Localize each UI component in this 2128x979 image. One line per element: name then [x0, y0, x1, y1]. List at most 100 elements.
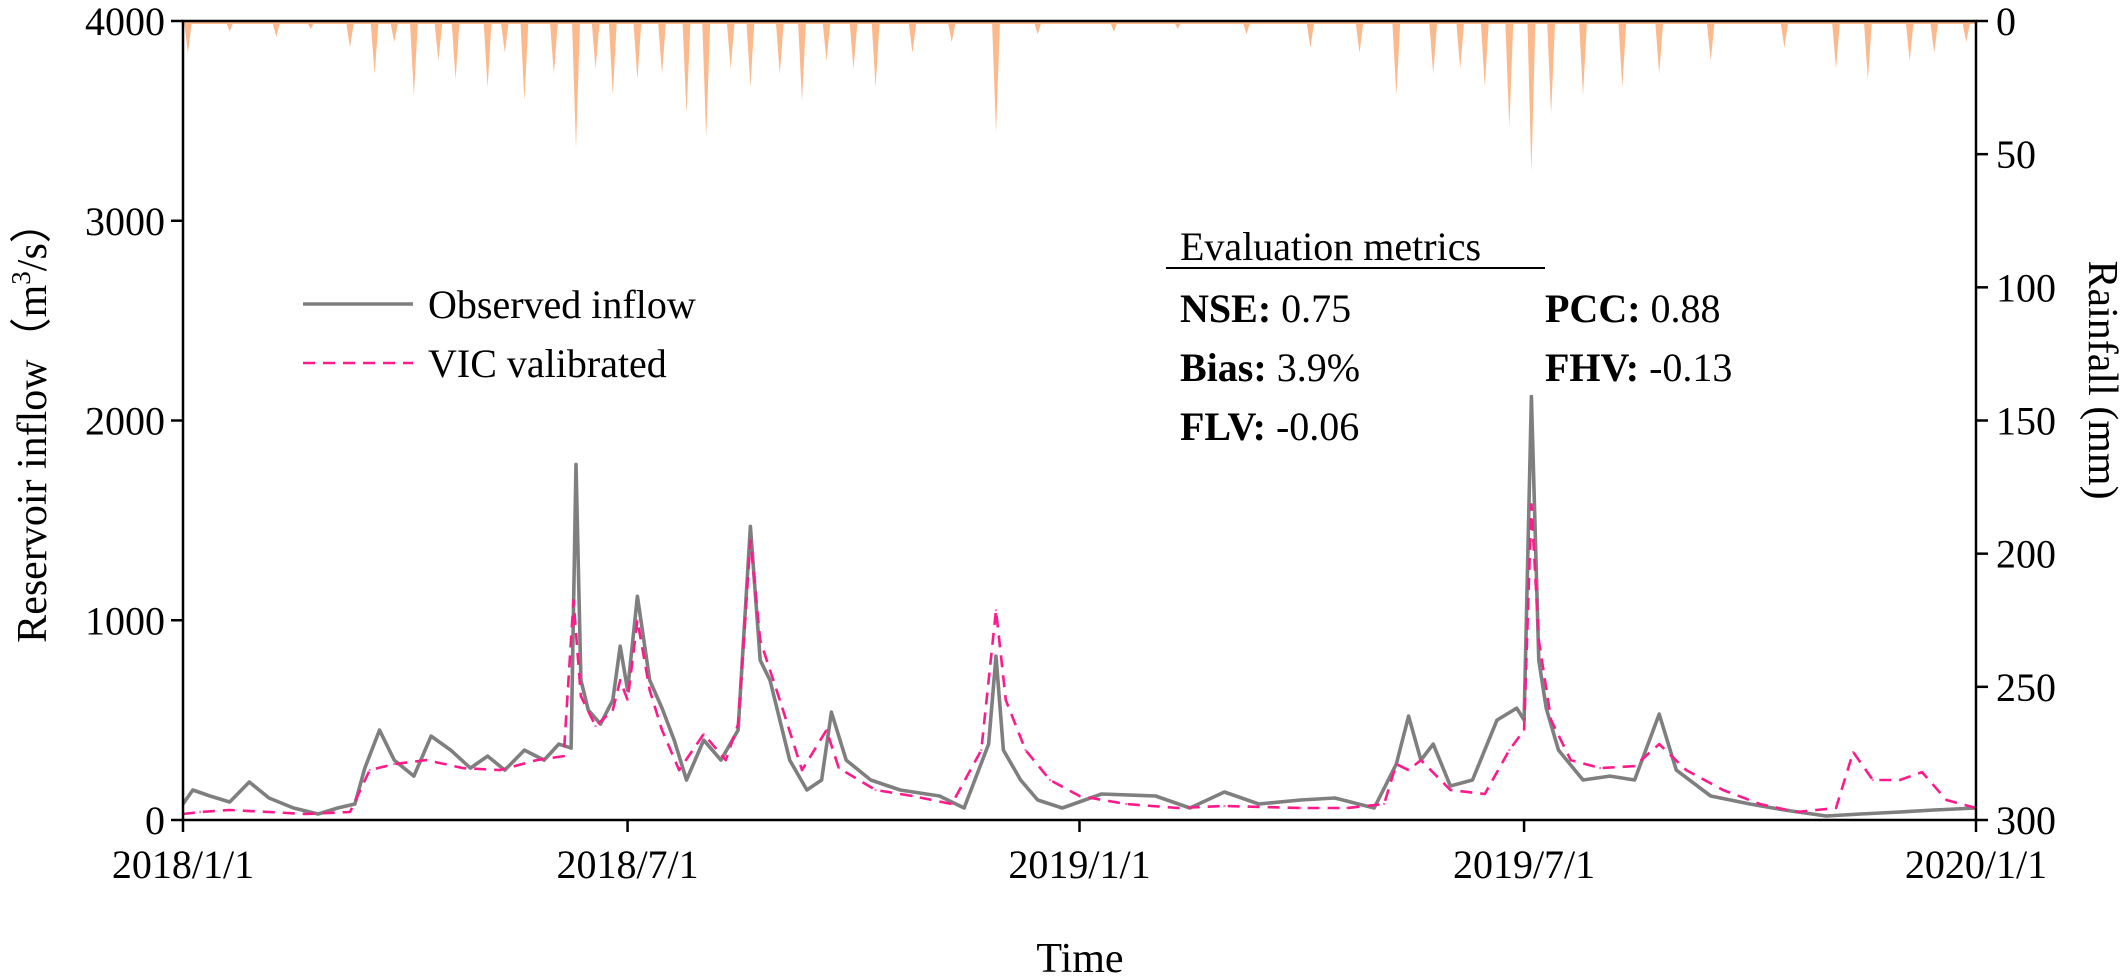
vic-validated-point — [702, 732, 705, 736]
right-axis: 0 50 100 150 200 250 300 — [1976, 0, 2056, 843]
vic-validated-point — [611, 708, 614, 712]
observed-inflow-point — [1299, 798, 1302, 802]
bottom-tick-label: 2019/7/1 — [1453, 842, 1595, 887]
vic-validated-point — [874, 788, 877, 792]
observed-inflow-point — [429, 734, 433, 738]
observed-inflow-point — [1471, 778, 1474, 782]
observed-inflow-point — [660, 706, 664, 710]
observed-inflow-point — [805, 788, 809, 792]
observed-inflow-point — [648, 679, 651, 682]
vic-validated-point — [1522, 728, 1526, 732]
observed-inflow-point — [1825, 814, 1828, 818]
observed-inflow-point — [1658, 712, 1661, 716]
right-tick-label: 100 — [1996, 265, 2056, 310]
data-points — [181, 395, 1978, 818]
vic-validated-point — [837, 766, 840, 770]
vic-validated-point — [1299, 806, 1302, 810]
observed-inflow-point — [987, 742, 990, 746]
observed-inflow-point — [685, 778, 688, 782]
vic-validated-point — [1419, 758, 1423, 762]
legend-vic-label: VIC valibrated — [428, 341, 667, 386]
vic-validated-point — [425, 758, 428, 762]
observed-inflow-point — [316, 812, 320, 816]
observed-inflow-point — [378, 728, 381, 732]
observed-inflow-point — [1783, 808, 1786, 812]
bottom-tick-label: 2020/1/1 — [1905, 842, 2047, 887]
metric-bias: Bias: 3.9% — [1180, 345, 1360, 390]
observed-inflow-point — [574, 463, 578, 466]
plot-frame — [181, 19, 1978, 822]
vic-validated-point — [1024, 748, 1027, 752]
vic-validated-point — [1346, 806, 1349, 810]
left-axis: 0 1000 2000 3000 4000 — [85, 0, 183, 843]
metric-fhv: FHV: -0.13 — [1545, 345, 1732, 390]
observed-inflow-point — [587, 708, 590, 712]
observed-inflow-series — [181, 394, 1977, 818]
observed-inflow-point — [1709, 794, 1712, 798]
vic-validated-point — [1945, 798, 1948, 802]
vic-validated-point — [1537, 639, 1541, 642]
vic-validated-point — [368, 768, 371, 772]
observed-inflow-point — [503, 768, 506, 772]
vic-validated-point — [267, 810, 271, 814]
vic-validated-point — [1852, 750, 1855, 754]
observed-inflow-point — [1188, 806, 1192, 810]
rainfall-series — [183, 21, 1971, 173]
bottom-tick-label: 2018/1/1 — [112, 842, 254, 887]
observed-inflow-point — [523, 748, 526, 752]
observed-inflow-point — [1100, 792, 1103, 796]
legend: Observed inflow VIC valibrated — [303, 282, 696, 386]
vic-validated-point — [724, 758, 727, 762]
observed-inflow-point — [962, 806, 966, 810]
vic-validated-point — [636, 619, 639, 622]
observed-inflow-point — [292, 806, 295, 810]
vic-validated-point — [626, 698, 629, 702]
observed-inflow-point — [845, 758, 848, 762]
vic-validated-point — [1920, 770, 1924, 774]
observed-inflow-point — [579, 679, 583, 682]
vic-validated-series — [182, 503, 1977, 816]
observed-inflow-point — [759, 659, 762, 662]
vic-validated-point — [348, 810, 352, 814]
left-tick-label: 1000 — [85, 598, 165, 643]
observed-inflow-point — [899, 788, 902, 792]
observed-inflow-point — [1933, 808, 1936, 812]
vic-validated-point — [594, 724, 597, 728]
right-tick-label: 200 — [1996, 532, 2056, 577]
vic-validated-point — [572, 599, 575, 602]
vic-validated-point — [677, 768, 681, 772]
vic-validated-point — [228, 808, 231, 812]
right-tick-label: 300 — [1996, 798, 2056, 843]
observed-inflow-point — [626, 689, 629, 692]
observed-inflow-point — [994, 655, 998, 658]
left-tick-label: 3000 — [85, 199, 165, 244]
vic-validated-point — [498, 768, 501, 772]
observed-inflow-point — [611, 698, 614, 702]
observed-inflow-point — [768, 679, 772, 682]
left-tick-label: 2000 — [85, 399, 165, 444]
vic-validated-point — [1721, 788, 1725, 792]
observed-inflow-point — [830, 710, 833, 714]
vic-validated-point — [1223, 804, 1226, 808]
vic-validated-point — [736, 722, 740, 726]
vic-validated-point — [1871, 778, 1875, 782]
observed-inflow-point — [1449, 784, 1452, 788]
vic-validated-point — [1795, 810, 1798, 814]
vic-validated-point — [1633, 764, 1636, 768]
vic-validated-point — [619, 679, 622, 682]
observed-inflow-point — [1002, 748, 1005, 752]
observed-inflow-point — [1633, 778, 1636, 782]
vic-validated-point — [1407, 768, 1410, 772]
vic-validated-point — [1569, 758, 1572, 762]
observed-inflow-point — [1407, 714, 1410, 718]
observed-inflow-point — [1557, 748, 1560, 752]
left-tick-label: 0 — [145, 798, 165, 843]
plot-area — [181, 21, 1978, 818]
observed-inflow-point — [1495, 718, 1499, 722]
observed-inflow-point — [336, 806, 339, 810]
vic-validated-point — [1549, 718, 1553, 722]
observed-inflow-point — [449, 748, 452, 752]
right-tick-label: 150 — [1996, 399, 2056, 444]
vic-validated-point — [759, 639, 762, 642]
